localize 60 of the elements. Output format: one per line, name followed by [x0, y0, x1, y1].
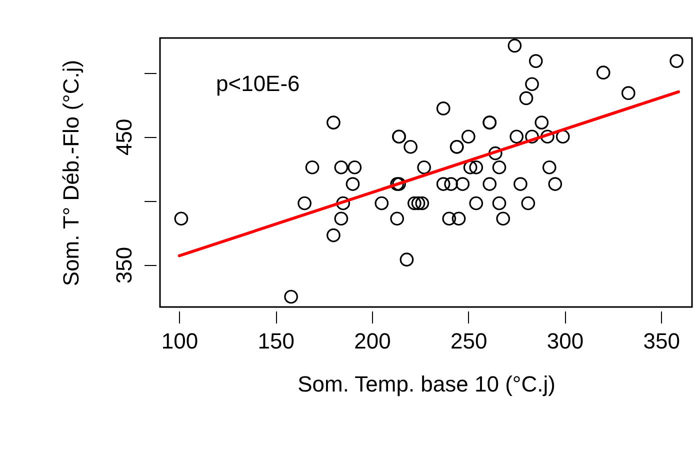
x-tick-label: 250 [450, 328, 488, 354]
point [621, 86, 636, 100]
point [374, 196, 389, 210]
point [469, 160, 484, 174]
point [456, 177, 470, 191]
point [305, 160, 320, 174]
x-tick-label: 300 [546, 328, 584, 354]
point [496, 212, 510, 226]
point [417, 160, 431, 174]
point [540, 130, 554, 144]
point [404, 140, 418, 154]
point [492, 196, 506, 210]
point [334, 160, 348, 174]
point [461, 130, 476, 144]
point [411, 196, 426, 210]
point [442, 212, 456, 226]
point [469, 196, 484, 210]
point [525, 77, 539, 92]
point [400, 252, 414, 267]
point [444, 177, 458, 191]
point [670, 54, 684, 68]
point [528, 54, 543, 68]
point [488, 146, 502, 160]
point [596, 66, 610, 80]
x-axis-title: Som. Temp. base 10 (°C.j) [298, 372, 556, 396]
y-tick-label: 450 [112, 118, 136, 156]
y-axis-title: Som. T° Déb.-Flo (°C.j) [58, 60, 84, 286]
x-tick-label: 100 [161, 328, 198, 354]
point [556, 130, 570, 144]
point [521, 196, 536, 210]
point [436, 102, 450, 116]
point [298, 196, 312, 210]
point [326, 228, 340, 242]
point [514, 177, 528, 191]
point [463, 160, 478, 174]
point [326, 116, 340, 130]
point [510, 130, 524, 144]
point [284, 290, 298, 304]
point [525, 130, 539, 144]
point [415, 196, 430, 210]
point [436, 177, 450, 191]
point [348, 160, 362, 174]
point [508, 38, 522, 53]
point [548, 177, 562, 191]
point [534, 116, 549, 130]
point [408, 196, 422, 210]
point [492, 160, 506, 174]
point [452, 212, 466, 226]
point [390, 212, 404, 226]
point [346, 177, 360, 191]
point [174, 212, 188, 226]
x-tick-label: 350 [643, 328, 680, 354]
x-tick-label: 200 [354, 328, 391, 354]
point [334, 212, 348, 226]
point [519, 91, 534, 106]
x-tick-label: 150 [258, 328, 295, 354]
point [336, 196, 350, 210]
annotation: p<10E-6 [216, 71, 300, 96]
point [542, 160, 556, 174]
point [482, 177, 497, 191]
